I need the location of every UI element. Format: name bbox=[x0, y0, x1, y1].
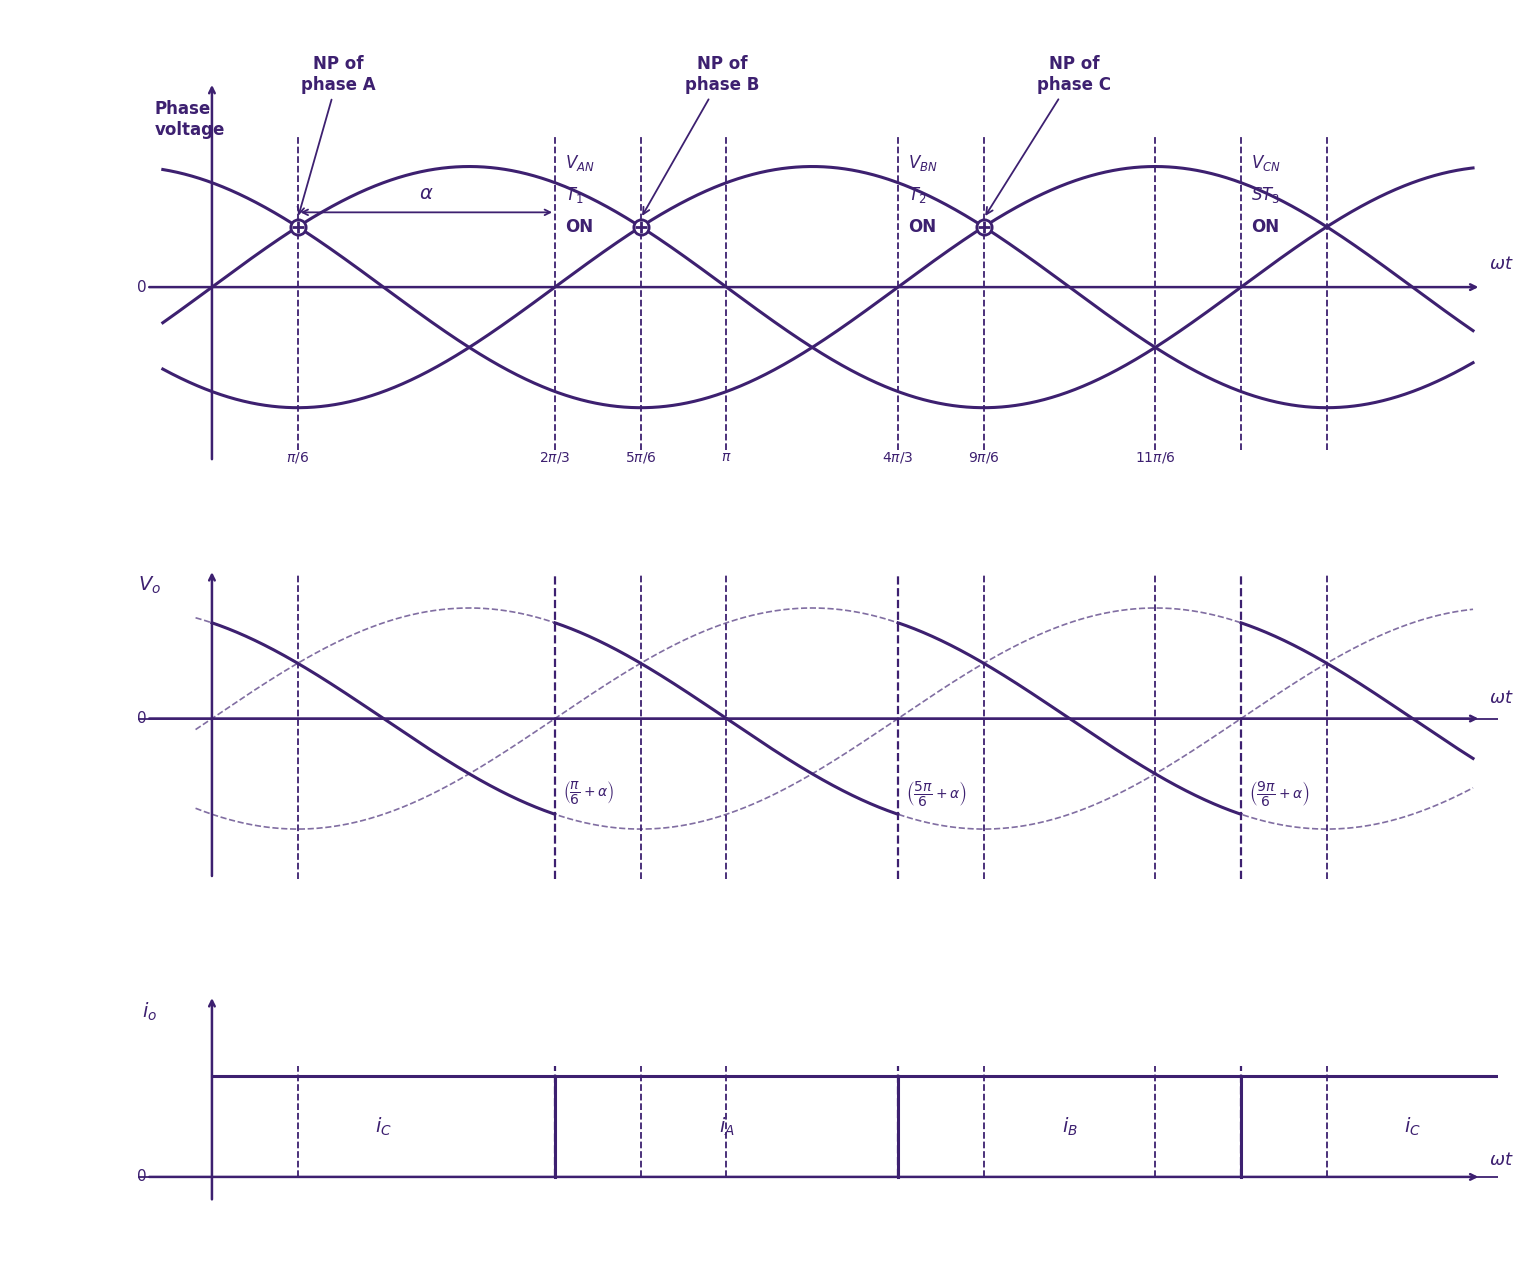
Text: 0: 0 bbox=[137, 711, 146, 727]
Text: $4\pi/3$: $4\pi/3$ bbox=[882, 450, 914, 465]
Text: $2\pi/3$: $2\pi/3$ bbox=[539, 450, 571, 465]
Text: $\left(\dfrac{5\pi}{6}+\alpha\right)$: $\left(\dfrac{5\pi}{6}+\alpha\right)$ bbox=[906, 780, 968, 808]
Text: $T_2$: $T_2$ bbox=[908, 185, 926, 205]
Text: $ST_3$: $ST_3$ bbox=[1250, 185, 1279, 205]
Text: $11\pi/6$: $11\pi/6$ bbox=[1135, 450, 1175, 465]
Text: $V_{CN}$: $V_{CN}$ bbox=[1250, 152, 1281, 172]
Text: $i_A$: $i_A$ bbox=[719, 1116, 734, 1137]
Text: $\pi$: $\pi$ bbox=[722, 450, 731, 464]
Text: 0: 0 bbox=[137, 1169, 146, 1184]
Text: $\omega t$: $\omega t$ bbox=[1490, 255, 1514, 273]
Text: $V_{AN}$: $V_{AN}$ bbox=[565, 152, 594, 172]
Text: ON: ON bbox=[1250, 218, 1279, 236]
Text: $\left(\dfrac{9\pi}{6}+\alpha\right)$: $\left(\dfrac{9\pi}{6}+\alpha\right)$ bbox=[1249, 780, 1310, 808]
Text: $i_C$: $i_C$ bbox=[1404, 1116, 1421, 1137]
Text: $i_o$: $i_o$ bbox=[143, 1000, 157, 1022]
Text: $V_o$: $V_o$ bbox=[138, 574, 161, 596]
Text: ON: ON bbox=[908, 218, 935, 236]
Text: $\pi/6$: $\pi/6$ bbox=[286, 450, 309, 465]
Text: $\omega t$: $\omega t$ bbox=[1490, 1151, 1514, 1169]
Text: $T_1$: $T_1$ bbox=[565, 185, 584, 205]
Text: $i_B$: $i_B$ bbox=[1061, 1116, 1077, 1137]
Text: Phase
voltage: Phase voltage bbox=[155, 100, 224, 139]
Text: NP of
phase A: NP of phase A bbox=[298, 56, 376, 214]
Text: $\omega t$: $\omega t$ bbox=[1490, 690, 1514, 708]
Text: NP of
phase B: NP of phase B bbox=[644, 56, 760, 214]
Text: ON: ON bbox=[565, 218, 593, 236]
Text: 0: 0 bbox=[137, 280, 146, 294]
Text: $i_C$: $i_C$ bbox=[375, 1116, 392, 1137]
Text: $\alpha$: $\alpha$ bbox=[419, 184, 433, 203]
Text: $\left(\dfrac{\pi}{6}+\alpha\right)$: $\left(\dfrac{\pi}{6}+\alpha\right)$ bbox=[564, 780, 614, 806]
Text: NP of
phase C: NP of phase C bbox=[986, 56, 1111, 214]
Text: $V_{BN}$: $V_{BN}$ bbox=[908, 152, 937, 172]
Text: $5\pi/6$: $5\pi/6$ bbox=[625, 450, 656, 465]
Text: $9\pi/6$: $9\pi/6$ bbox=[968, 450, 1000, 465]
